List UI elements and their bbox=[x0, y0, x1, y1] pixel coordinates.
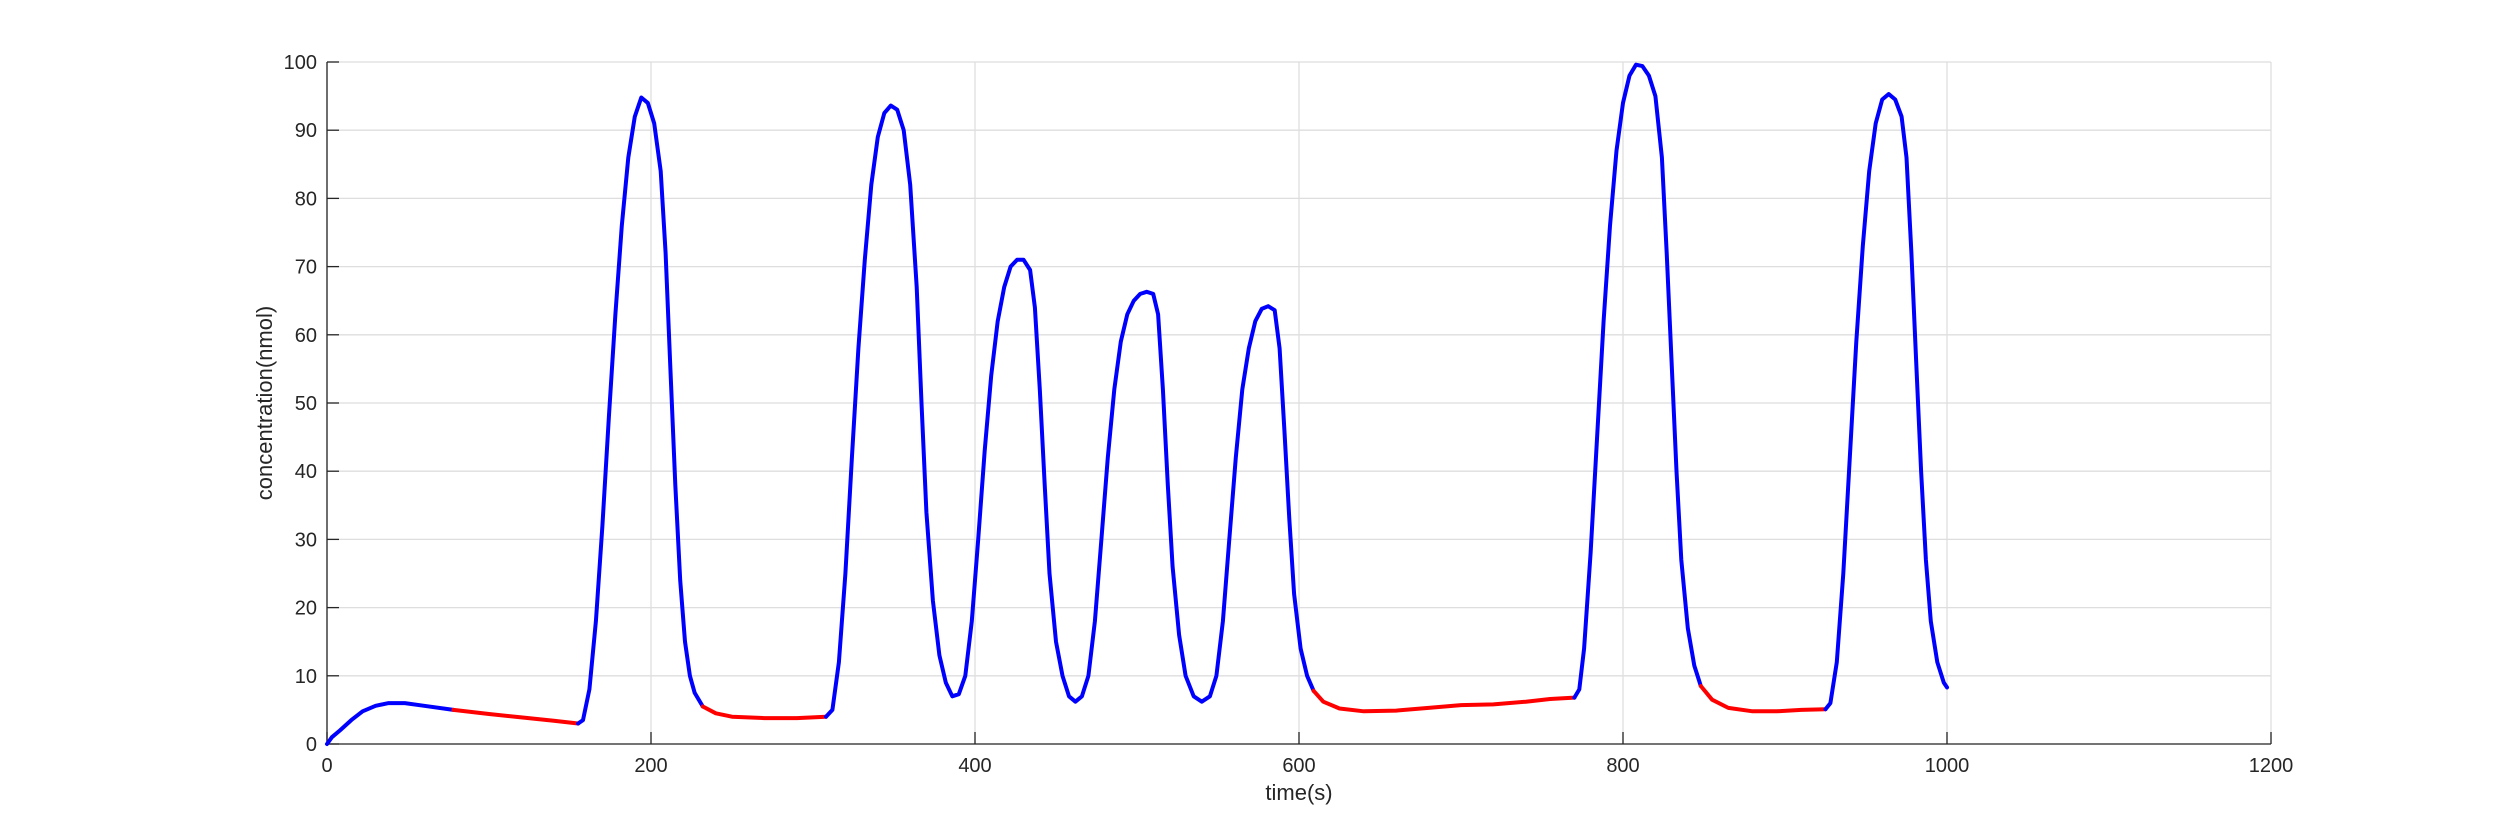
series-segment-blue bbox=[1572, 62, 1703, 700]
x-axis-label: time(s) bbox=[1265, 780, 1332, 805]
series-segment-red bbox=[451, 707, 581, 726]
series-segment-red bbox=[1311, 688, 1577, 714]
y-tick-label: 70 bbox=[295, 257, 317, 279]
x-tick-label: 1000 bbox=[1925, 755, 1970, 777]
x-tick-label: 600 bbox=[1282, 755, 1315, 777]
y-tick-label: 40 bbox=[295, 461, 317, 483]
y-tick-label: 60 bbox=[295, 325, 317, 347]
x-tick-label: 0 bbox=[321, 755, 332, 777]
y-tick-label: 80 bbox=[295, 188, 317, 210]
x-tick-label: 400 bbox=[958, 755, 991, 777]
x-tick-label: 200 bbox=[634, 755, 667, 777]
y-tick-label: 50 bbox=[295, 393, 317, 415]
series-segment-red bbox=[1698, 684, 1828, 714]
y-tick-label: 10 bbox=[295, 666, 317, 688]
tick-labels: 0 200 400 600 800 1000 1200 0 10 20 30 40 50 60 70 80 90… bbox=[284, 52, 2294, 777]
series-segment-red bbox=[700, 704, 828, 721]
series-segment-blue bbox=[576, 95, 705, 726]
series-layer bbox=[325, 62, 1949, 746]
axes-layer bbox=[326, 61, 2272, 745]
y-tick-label: 100 bbox=[284, 52, 317, 74]
series-segment-blue bbox=[824, 103, 1316, 719]
y-tick-label: 0 bbox=[306, 734, 317, 756]
x-tick-label: 1200 bbox=[2249, 755, 2294, 777]
y-tick-label: 20 bbox=[295, 598, 317, 620]
y-axis-label: concentration(nmol) bbox=[252, 306, 277, 500]
series-segment-blue bbox=[325, 701, 456, 746]
series-segment-blue bbox=[1823, 92, 1949, 712]
x-tick-label: 800 bbox=[1606, 755, 1639, 777]
y-tick-label: 30 bbox=[295, 529, 317, 551]
y-tick-label: 90 bbox=[295, 120, 317, 142]
